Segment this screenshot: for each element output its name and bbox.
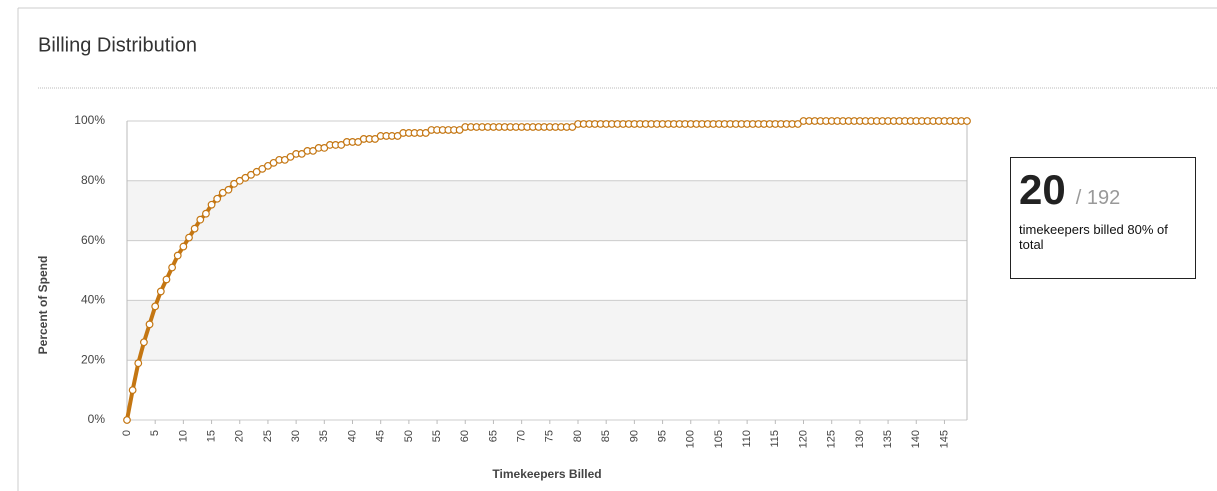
point (207, 200, 216, 209)
x-tick-label: 120 (797, 430, 809, 448)
point (190, 224, 199, 233)
x-tick-label: 45 (375, 430, 387, 442)
x-tick-label: 70 (516, 430, 528, 442)
point (151, 302, 160, 311)
x-tick-label: 75 (544, 430, 556, 442)
x-tick-label: 35 (318, 430, 330, 442)
x-tick-label: 20 (234, 430, 246, 442)
x-tick-label: 65 (487, 430, 499, 442)
x-tick-label: 60 (459, 430, 471, 442)
grid-band (127, 121, 967, 181)
y-tick-label: 100% (74, 113, 105, 127)
x-tick-label: 80 (572, 430, 584, 442)
point (162, 275, 171, 284)
point (134, 359, 143, 368)
x-tick-label: 30 (290, 430, 302, 442)
y-tick-label: 80% (81, 173, 105, 187)
chart-title: Billing Distribution (38, 34, 197, 56)
x-tick-label: 5 (149, 430, 161, 436)
point (185, 233, 193, 242)
x-tick-label: 50 (403, 430, 415, 442)
y-tick-label: 20% (81, 352, 105, 366)
y-tick-label: 40% (81, 293, 105, 307)
point (213, 194, 222, 203)
point (224, 185, 233, 194)
point (168, 263, 177, 272)
x-tick-label: 55 (431, 430, 443, 442)
x-tick-label: 135 (882, 430, 894, 448)
x-tick-label: 10 (177, 430, 189, 442)
point (123, 416, 131, 424)
point (145, 320, 154, 329)
x-tick-label: 40 (346, 430, 358, 442)
x-tick-label: 140 (910, 430, 922, 448)
point (196, 215, 205, 224)
point (128, 386, 137, 395)
summary-box: 20 / 192 timekeepers billed 80% of total (1010, 157, 1196, 279)
y-axis-label: Percent of Spend (36, 256, 50, 355)
x-tick-label: 15 (205, 430, 217, 442)
summary-total: / 192 (1075, 187, 1121, 209)
y-tick-label: 0% (88, 412, 106, 426)
x-tick-label: 115 (769, 430, 781, 448)
point (963, 117, 971, 125)
grid-band (127, 300, 967, 361)
x-tick-label: 90 (628, 430, 640, 442)
x-tick-label: 95 (656, 430, 668, 442)
point (179, 242, 188, 251)
grid-band (127, 180, 967, 241)
point (173, 251, 182, 260)
point (140, 338, 148, 347)
y-tick-label: 60% (81, 233, 105, 247)
x-tick-label: 110 (741, 430, 753, 448)
grid-band (127, 360, 967, 420)
x-tick-label: 145 (938, 430, 950, 448)
x-axis-label: Timekeepers Billed (492, 467, 601, 481)
summary-caption: timekeepers billed 80% of total (1019, 222, 1168, 252)
x-tick-label: 85 (600, 430, 612, 442)
grid-band (127, 240, 967, 301)
point (202, 209, 210, 218)
x-tick-label: 130 (854, 430, 866, 448)
x-tick-label: 105 (713, 430, 725, 448)
x-tick-label: 0 (121, 430, 133, 436)
x-tick-label: 100 (685, 430, 697, 448)
point (156, 287, 165, 296)
x-tick-label: 125 (826, 430, 838, 448)
summary-count: 20 (1019, 166, 1066, 213)
x-tick-label: 25 (262, 430, 274, 442)
